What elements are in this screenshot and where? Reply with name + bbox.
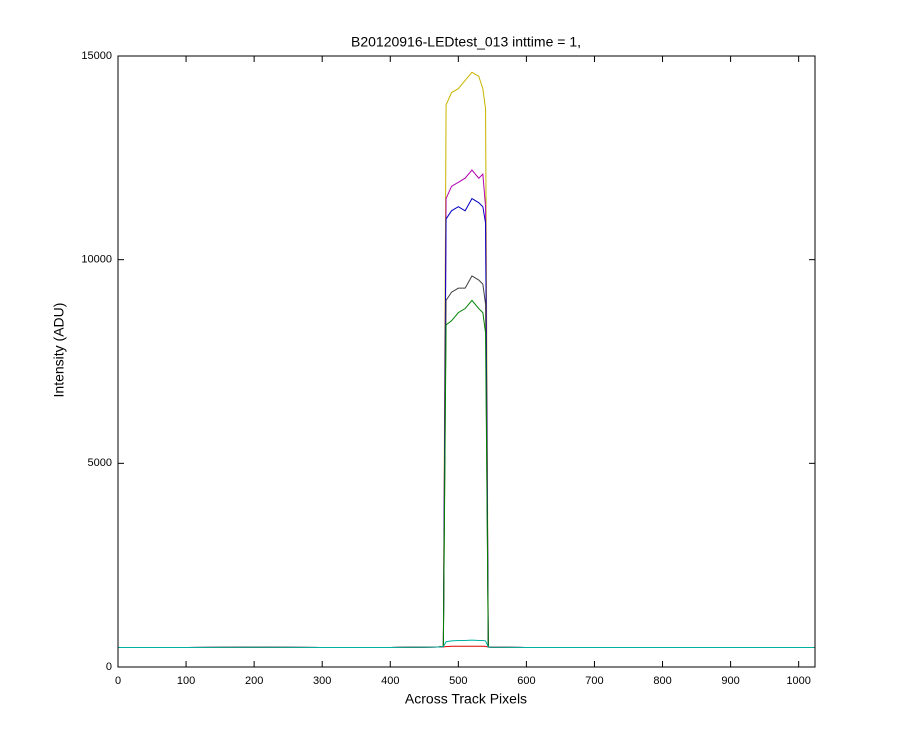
x-tick-label: 0 xyxy=(115,675,121,687)
x-tick-label: 500 xyxy=(449,675,467,687)
x-tick-label: 400 xyxy=(381,675,399,687)
chart-title: B20120916-LEDtest_013 inttime = 1, xyxy=(351,34,581,50)
y-tick-label: 15000 xyxy=(81,50,112,62)
x-tick-label: 600 xyxy=(517,675,535,687)
y-tick-label: 0 xyxy=(106,661,112,673)
y-axis-label: Intensity (ADU) xyxy=(51,303,67,398)
x-tick-label: 100 xyxy=(177,675,195,687)
y-tick-label: 5000 xyxy=(88,457,112,469)
x-tick-label: 1000 xyxy=(786,675,810,687)
x-tick-label: 200 xyxy=(245,675,263,687)
plot-frame xyxy=(117,55,816,668)
data-line xyxy=(118,639,815,648)
x-tick-label: 900 xyxy=(721,675,739,687)
y-tick-label: 10000 xyxy=(81,254,112,266)
x-tick-label: 800 xyxy=(653,675,671,687)
x-axis-label: Across Track Pixels xyxy=(405,691,527,707)
x-tick-label: 300 xyxy=(313,675,331,687)
x-tick-label: 700 xyxy=(585,675,603,687)
